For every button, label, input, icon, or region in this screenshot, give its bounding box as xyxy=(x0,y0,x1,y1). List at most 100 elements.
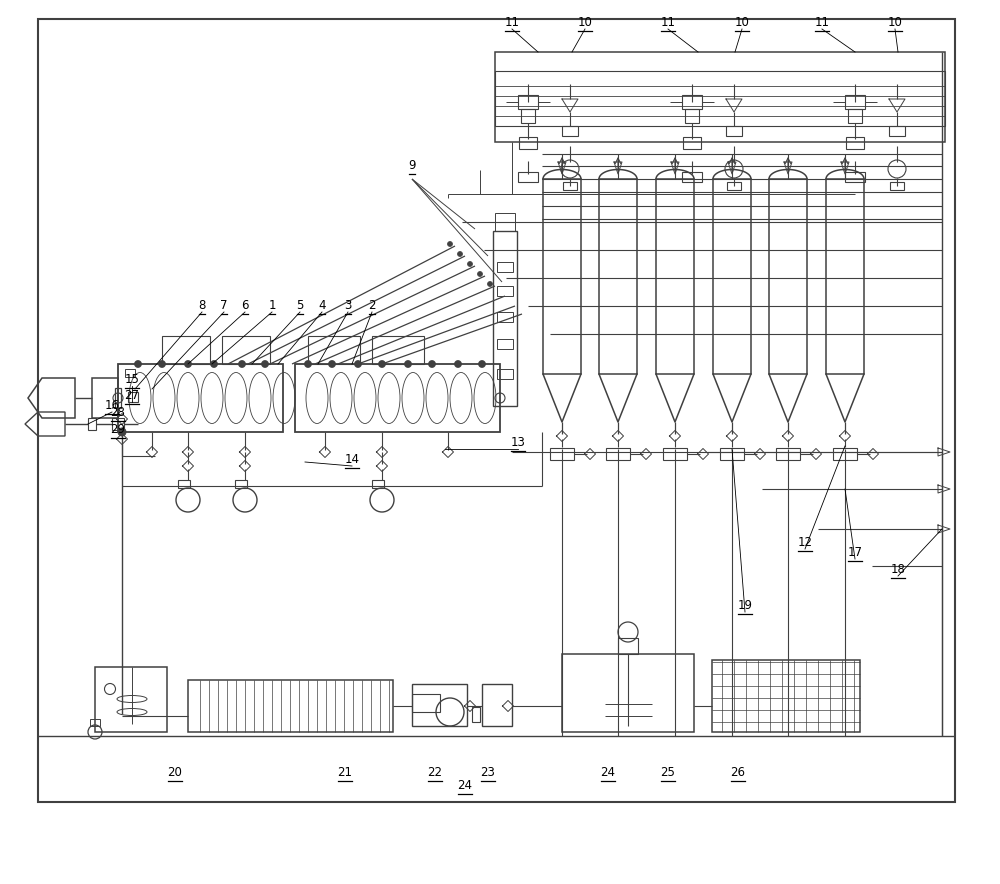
Bar xyxy=(682,95,702,109)
Text: 15: 15 xyxy=(125,373,139,386)
Bar xyxy=(685,109,699,123)
Bar xyxy=(720,448,744,460)
Bar xyxy=(90,719,100,726)
Bar xyxy=(562,654,694,732)
Bar xyxy=(112,418,124,430)
Text: 11: 11 xyxy=(660,16,676,29)
Bar xyxy=(497,286,513,296)
Bar xyxy=(889,126,905,136)
Bar xyxy=(518,172,538,182)
Bar xyxy=(128,392,138,402)
Text: 23: 23 xyxy=(481,766,495,779)
Bar xyxy=(118,364,283,432)
Bar xyxy=(890,182,904,190)
Circle shape xyxy=(478,271,482,277)
Bar xyxy=(372,336,424,364)
Circle shape xyxy=(458,252,463,256)
Bar xyxy=(295,364,500,432)
Text: 1: 1 xyxy=(268,299,276,312)
Text: 3: 3 xyxy=(344,299,352,312)
Bar xyxy=(846,137,864,149)
Text: 29: 29 xyxy=(110,423,126,436)
Bar xyxy=(618,638,638,654)
Bar xyxy=(178,480,190,488)
Text: 28: 28 xyxy=(111,406,125,419)
Circle shape xyxy=(448,241,452,247)
Bar xyxy=(599,179,637,374)
Text: 11: 11 xyxy=(815,16,830,29)
Text: 20: 20 xyxy=(168,766,182,779)
Text: 9: 9 xyxy=(408,159,416,172)
Text: 5: 5 xyxy=(296,299,304,312)
Bar xyxy=(833,448,857,460)
Bar xyxy=(38,19,955,802)
Bar xyxy=(712,660,860,732)
Circle shape xyxy=(210,361,218,368)
Text: 22: 22 xyxy=(427,766,442,779)
Bar xyxy=(519,137,537,149)
Bar xyxy=(776,448,800,460)
Text: 8: 8 xyxy=(198,299,206,312)
Bar xyxy=(235,480,247,488)
Text: 13: 13 xyxy=(511,436,525,449)
Text: 18: 18 xyxy=(891,563,905,576)
Text: 16: 16 xyxy=(105,399,120,412)
Bar xyxy=(125,369,135,377)
Bar xyxy=(188,680,393,732)
Text: 12: 12 xyxy=(798,536,813,549)
Circle shape xyxy=(239,361,246,368)
Bar xyxy=(412,684,467,726)
Text: 21: 21 xyxy=(338,766,352,779)
Bar xyxy=(222,336,270,364)
Text: 19: 19 xyxy=(738,599,753,612)
Text: 7: 7 xyxy=(220,299,228,312)
Bar xyxy=(308,336,360,364)
Bar xyxy=(845,172,865,182)
Bar xyxy=(826,179,864,374)
Text: 4: 4 xyxy=(318,299,326,312)
Bar xyxy=(497,262,513,272)
Bar xyxy=(682,172,702,182)
Bar xyxy=(495,213,515,231)
Bar xyxy=(550,448,574,460)
Circle shape xyxy=(428,361,436,368)
Bar xyxy=(372,480,384,488)
Bar xyxy=(497,369,513,379)
Text: 2: 2 xyxy=(368,299,376,312)
Text: 10: 10 xyxy=(888,16,902,29)
Circle shape xyxy=(134,361,142,368)
Circle shape xyxy=(488,281,493,286)
Bar xyxy=(563,182,577,190)
Bar xyxy=(848,109,862,123)
Circle shape xyxy=(354,361,362,368)
Circle shape xyxy=(118,428,126,436)
Text: 10: 10 xyxy=(735,16,749,29)
Bar xyxy=(713,179,751,374)
Bar xyxy=(663,448,687,460)
Text: 27: 27 xyxy=(124,389,140,402)
Circle shape xyxy=(378,361,386,368)
Circle shape xyxy=(404,361,412,368)
Text: 24: 24 xyxy=(600,766,616,779)
Circle shape xyxy=(468,262,473,266)
Bar xyxy=(495,52,945,142)
Bar xyxy=(543,179,581,374)
Bar xyxy=(769,179,807,374)
Text: 24: 24 xyxy=(458,779,473,792)
Bar xyxy=(518,95,538,109)
Text: 26: 26 xyxy=(730,766,746,779)
Bar xyxy=(683,137,701,149)
Bar xyxy=(656,179,694,374)
Bar xyxy=(521,109,535,123)
Bar xyxy=(482,684,512,726)
Text: 10: 10 xyxy=(578,16,592,29)
Bar xyxy=(92,378,118,418)
Text: 14: 14 xyxy=(344,453,360,466)
Bar xyxy=(497,312,513,322)
Circle shape xyxy=(184,361,192,368)
Bar xyxy=(726,126,742,136)
Bar xyxy=(88,418,96,430)
Bar xyxy=(412,694,440,712)
Bar xyxy=(845,95,865,109)
Circle shape xyxy=(454,361,462,368)
